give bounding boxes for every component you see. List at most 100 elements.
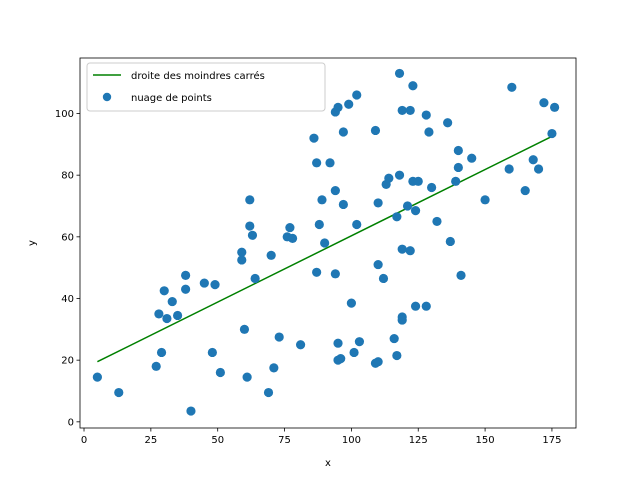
scatter-point <box>333 102 343 112</box>
y-axis-label: y <box>27 240 38 246</box>
scatter-point <box>314 219 324 230</box>
scatter-point <box>424 127 434 137</box>
scatter-point <box>330 269 340 279</box>
scatter-point <box>410 301 421 311</box>
scatter-point <box>520 185 530 196</box>
scatter-point <box>210 280 220 290</box>
scatter-point <box>373 357 383 367</box>
y-tick-label: 100 <box>55 109 74 120</box>
scatter-point <box>528 155 538 165</box>
scatter-point <box>432 216 442 227</box>
scatter-point <box>237 247 247 257</box>
scatter-point <box>389 333 399 344</box>
scatter-point <box>402 201 413 211</box>
scatter-point <box>207 347 217 358</box>
scatter-point <box>287 233 298 243</box>
scatter-point <box>156 347 167 358</box>
scatter-point <box>309 133 319 143</box>
scatter-point <box>266 250 276 260</box>
scatter-point <box>237 255 247 265</box>
scatter-point <box>547 128 557 139</box>
scatter-point <box>533 164 544 174</box>
scatter-point <box>250 273 260 284</box>
x-tick-label: 0 <box>81 435 87 446</box>
scatter-point <box>263 387 274 398</box>
scatter-point <box>397 244 407 254</box>
y-tick-label: 80 <box>61 171 74 182</box>
x-tick-label: 50 <box>211 435 224 446</box>
scatter-point <box>173 310 183 321</box>
scatter-point <box>397 315 407 325</box>
scatter-point <box>338 199 348 210</box>
scatter-point <box>186 406 196 416</box>
x-axis-label: x <box>325 458 331 469</box>
scatter-point <box>413 176 423 186</box>
scatter-point <box>312 158 322 168</box>
legend-label-points: nuage de points <box>131 93 212 104</box>
legend-label-line: droite des moindres carrés <box>131 70 265 82</box>
scatter-point <box>405 246 415 256</box>
x-tick-label: 25 <box>144 435 157 446</box>
legend: droite des moindres carrés nuage de poin… <box>86 62 326 112</box>
scatter-point <box>344 99 354 109</box>
scatter-point <box>151 361 161 371</box>
scatter-point <box>392 212 402 222</box>
scatter-point <box>539 98 549 108</box>
scatter-point <box>443 118 453 128</box>
scatter-point <box>167 296 177 307</box>
x-tick-label: 175 <box>542 435 561 446</box>
scatter-point <box>215 367 225 378</box>
scatter-point <box>181 284 191 294</box>
x-tick-label: 150 <box>476 435 495 446</box>
legend-marker-swatch <box>102 92 112 102</box>
scatter-point <box>370 125 381 136</box>
scatter-point <box>325 158 335 168</box>
scatter-point <box>338 127 348 137</box>
scatter-point <box>159 286 169 296</box>
plot-frame <box>79 57 577 429</box>
scatter-point <box>333 338 343 348</box>
scatter-point <box>245 221 255 231</box>
scatter-point <box>330 185 340 196</box>
scatter-point <box>295 340 306 350</box>
scatter-point <box>384 173 394 183</box>
scatter-point <box>242 372 252 382</box>
regression-line <box>97 134 555 363</box>
scatter-point <box>421 301 431 311</box>
legend-box <box>86 62 326 112</box>
scatter-point <box>427 182 437 193</box>
scatter-point <box>453 162 463 173</box>
scatter-point <box>467 153 477 163</box>
scatter-point <box>336 354 346 364</box>
scatter-point <box>550 102 560 112</box>
scatter-point <box>352 219 362 230</box>
scatter-point <box>349 347 359 358</box>
y-tick-label: 0 <box>68 417 74 428</box>
scatter-point <box>456 270 466 280</box>
scatter-point <box>162 313 172 324</box>
scatter-point <box>245 195 255 205</box>
data-layer <box>92 68 560 416</box>
x-tick-label: 100 <box>342 435 361 446</box>
scatter-point <box>394 170 405 180</box>
scatter-point <box>317 195 327 205</box>
scatter-point <box>114 387 124 398</box>
scatter-point <box>392 350 402 361</box>
scatter-point <box>154 309 164 319</box>
scatter-point <box>239 324 250 334</box>
scatter-point <box>92 372 102 382</box>
scatter-point <box>269 363 279 373</box>
x-tick-label: 125 <box>409 435 428 446</box>
scatter-point <box>397 105 407 116</box>
scatter-point <box>408 81 418 91</box>
scatter-point <box>394 68 405 79</box>
scatter-point <box>410 206 421 216</box>
scatter-point <box>453 145 463 156</box>
scatter-point <box>373 198 383 208</box>
y-tick-label: 20 <box>61 356 74 367</box>
scatter-point <box>352 90 362 100</box>
scatter-point <box>421 110 431 120</box>
y-tick-label: 60 <box>61 232 74 243</box>
scatter-point <box>312 267 322 277</box>
